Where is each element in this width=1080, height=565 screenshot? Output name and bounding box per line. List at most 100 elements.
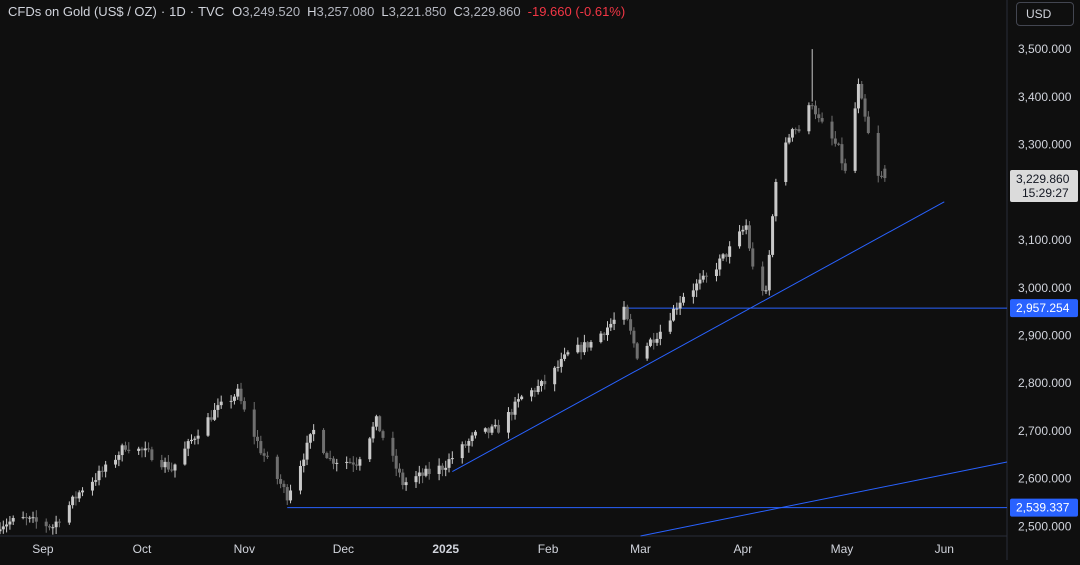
candle — [648, 337, 652, 348]
low-label: L — [381, 4, 389, 19]
candle-body — [166, 461, 170, 470]
candle — [470, 432, 474, 447]
candle-body — [259, 441, 263, 454]
candle-body — [160, 459, 164, 468]
candle — [609, 318, 613, 332]
candle — [718, 254, 722, 276]
candle-body — [28, 517, 32, 519]
price-tick-label: 3,400.000 — [1018, 90, 1072, 104]
candle — [876, 125, 880, 183]
candle-body — [345, 461, 349, 463]
candle — [606, 321, 610, 341]
candle — [371, 421, 375, 443]
legend-separator: · — [160, 4, 166, 19]
candle — [351, 456, 355, 473]
source-label: TVC — [198, 4, 225, 19]
ohlc-values: O3,249.520 H3,257.080 L3,221.850 C3,229.… — [232, 4, 625, 19]
candle-body — [724, 254, 728, 257]
candle-body — [186, 441, 190, 449]
candle — [794, 127, 798, 135]
candle-body — [117, 455, 121, 460]
candle-body — [698, 279, 702, 284]
candle-body — [473, 431, 477, 436]
interval-label[interactable]: 1D — [169, 4, 186, 19]
candle — [8, 516, 12, 530]
candle — [483, 427, 487, 434]
candle-body — [150, 449, 154, 460]
candle — [143, 441, 147, 458]
symbol-name[interactable]: CFDs on Gold (US$ / OZ) — [8, 4, 157, 19]
candle-body — [127, 449, 131, 451]
candle — [213, 402, 217, 422]
horizontal-levels — [287, 307, 1007, 509]
candle — [797, 125, 801, 133]
candle — [464, 440, 468, 448]
candle — [487, 427, 491, 439]
candle-body — [239, 388, 243, 402]
candle — [232, 394, 236, 405]
candle-body — [833, 138, 837, 144]
time-tick-label: Dec — [333, 542, 354, 556]
candle — [256, 429, 260, 449]
candle-body — [444, 467, 448, 470]
candle-body — [437, 465, 441, 475]
candle — [612, 312, 616, 331]
time-axis: Sep Oct Nov Dec 2025 Feb Mar Apr May Jun — [32, 542, 954, 556]
candle — [853, 102, 857, 174]
currency-button[interactable]: USD — [1016, 2, 1074, 26]
candle — [394, 449, 398, 477]
candle-body — [668, 320, 672, 332]
price-tick-label: 2,900.000 — [1018, 329, 1072, 343]
candle-body — [351, 462, 355, 465]
candle — [516, 393, 520, 408]
candle-body — [298, 465, 302, 491]
candle — [493, 419, 497, 429]
candle-body — [305, 442, 309, 460]
candle-body — [51, 527, 55, 529]
candle — [54, 515, 58, 535]
candle — [401, 468, 405, 490]
candle-body — [794, 129, 798, 131]
candle — [820, 112, 824, 124]
candle-body — [397, 468, 401, 473]
candle-body — [830, 121, 834, 139]
candle-body — [539, 381, 543, 386]
candle — [625, 304, 629, 321]
candle — [67, 501, 71, 525]
candle-body — [100, 470, 104, 472]
candle — [186, 438, 190, 457]
candle-body — [764, 290, 768, 292]
candle — [322, 428, 326, 455]
candle — [325, 451, 329, 460]
candle-body — [464, 444, 468, 446]
candle — [490, 424, 494, 436]
candle — [5, 518, 9, 533]
trendlines — [452, 201, 1008, 537]
candle-body — [691, 290, 695, 297]
candle-body — [533, 390, 537, 392]
candle — [655, 332, 659, 346]
candle — [450, 451, 454, 464]
candle — [279, 474, 283, 489]
candle-body — [602, 333, 606, 336]
candle — [586, 341, 590, 352]
candle — [328, 450, 332, 461]
candle-body — [797, 129, 801, 132]
candle-body — [513, 401, 517, 415]
candle — [51, 524, 55, 535]
candle-body — [589, 342, 593, 348]
candle — [563, 347, 567, 362]
candle-body — [312, 429, 316, 435]
candle — [817, 108, 821, 123]
candle-body — [563, 354, 567, 359]
candle — [863, 94, 867, 122]
candle-body — [90, 481, 94, 491]
candle — [1, 520, 5, 534]
candle — [206, 412, 210, 437]
candle-body — [325, 453, 329, 459]
candle-body — [67, 505, 71, 523]
candle-body — [123, 445, 127, 450]
candle-body — [566, 352, 570, 355]
